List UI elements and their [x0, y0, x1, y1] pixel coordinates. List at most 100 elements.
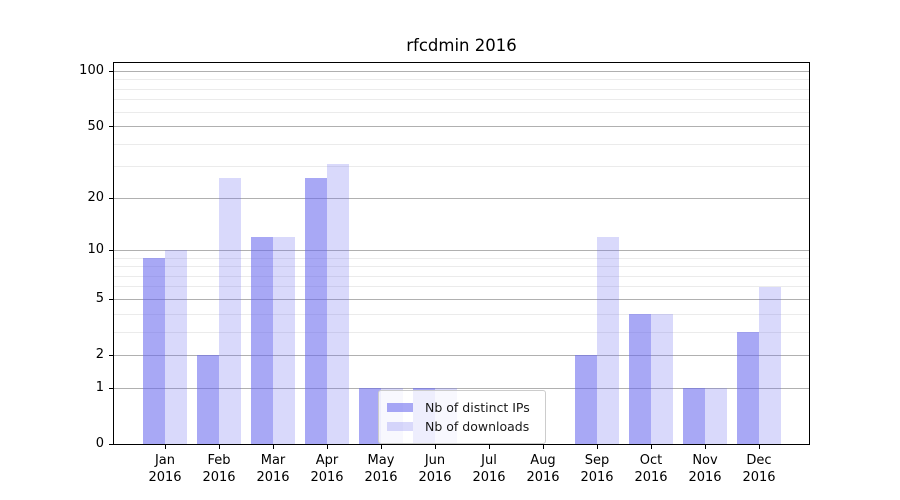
x-axis-tick-label: Dec 2016 — [719, 452, 799, 486]
grid-line-minor — [114, 166, 809, 168]
bar-downloads — [219, 177, 241, 444]
x-axis-tick — [758, 445, 760, 449]
grid-line-major — [114, 70, 809, 72]
grid-line-major — [114, 249, 809, 251]
bar-downloads — [165, 250, 187, 444]
y-axis-tick-label: 2 — [95, 347, 104, 363]
chart-title: rfcdmin 2016 — [406, 36, 517, 55]
grid-line-minor — [114, 111, 809, 113]
bar-downloads — [597, 236, 619, 444]
x-tick-year: 2016 — [148, 470, 182, 485]
x-axis-tick — [272, 445, 274, 449]
bar-downloads — [327, 164, 349, 444]
bar-distinct-ips — [575, 355, 597, 444]
legend-swatch-downloads — [387, 422, 413, 431]
x-tick-month: Jan — [154, 453, 176, 468]
grid-line-minor — [114, 88, 809, 90]
grid-line-minor — [114, 99, 809, 101]
bar-downloads — [705, 388, 727, 444]
x-tick-year: 2016 — [418, 470, 452, 485]
x-axis-tick-label: Sep 2016 — [557, 452, 637, 486]
x-tick-year: 2016 — [526, 470, 560, 485]
legend-label-distinct-ips: Nb of distinct IPs — [425, 400, 530, 415]
x-axis-tick-label: Mar 2016 — [233, 452, 313, 486]
y-axis-tick-label: 20 — [87, 190, 104, 206]
grid-line-major — [114, 197, 809, 199]
x-axis-tick — [596, 445, 598, 449]
y-axis-tick-label: 1 — [95, 380, 104, 396]
x-axis-tick-label: Aug 2016 — [503, 452, 583, 486]
x-axis-tick-label: Oct 2016 — [611, 452, 691, 486]
x-tick-year: 2016 — [202, 470, 236, 485]
grid-line-minor — [114, 266, 809, 268]
y-axis-tick-label: 5 — [95, 291, 104, 307]
y-axis-tick — [109, 387, 113, 389]
x-axis-tick — [542, 445, 544, 449]
y-axis-tick — [109, 197, 113, 199]
x-axis-tick — [434, 445, 436, 449]
y-axis-tick — [109, 249, 113, 251]
x-tick-year: 2016 — [688, 470, 722, 485]
legend: Nb of distinct IPs Nb of downloads — [378, 390, 546, 444]
x-tick-year: 2016 — [742, 470, 776, 485]
x-axis-tick — [650, 445, 652, 449]
x-axis-tick-label: Nov 2016 — [665, 452, 745, 486]
legend-item-downloads: Nb of downloads — [387, 418, 536, 435]
x-axis-tick — [704, 445, 706, 449]
x-tick-month: Feb — [207, 453, 231, 468]
x-tick-year: 2016 — [634, 470, 668, 485]
x-axis-tick-label: Feb 2016 — [179, 452, 259, 486]
x-tick-month: Sep — [584, 453, 610, 468]
x-axis-tick — [218, 445, 220, 449]
grid-line-minor — [114, 257, 809, 259]
x-axis-tick — [380, 445, 382, 449]
bar-distinct-ips — [683, 388, 705, 444]
x-tick-month: Nov — [692, 453, 718, 468]
x-tick-year: 2016 — [580, 470, 614, 485]
x-tick-month: Oct — [639, 453, 663, 468]
x-axis-tick — [488, 445, 490, 449]
grid-line-minor — [114, 275, 809, 277]
bar-distinct-ips — [197, 355, 219, 444]
bar-downloads — [273, 236, 295, 444]
bar-distinct-ips — [251, 236, 273, 444]
grid-line-minor — [114, 313, 809, 315]
y-axis-tick-label: 50 — [87, 118, 104, 134]
x-tick-month: Aug — [530, 453, 556, 468]
y-axis-tick-label: 0 — [95, 436, 104, 451]
x-axis-tick — [164, 445, 166, 449]
grid-line-minor — [114, 79, 809, 81]
grid-line-minor — [114, 143, 809, 145]
bar-distinct-ips — [359, 388, 381, 444]
x-tick-month: Dec — [746, 453, 772, 468]
x-tick-year: 2016 — [364, 470, 398, 485]
x-tick-month: Jul — [481, 453, 497, 468]
bar-distinct-ips — [737, 332, 759, 444]
y-axis-tick-label: 10 — [87, 242, 104, 258]
y-axis-tick-label: 100 — [79, 63, 104, 79]
plot-area: Nb of distinct IPs Nb of downloads 0 1 2 5 1… — [79, 62, 810, 485]
grid-line-minor — [114, 331, 809, 333]
x-axis-tick-label: Jun 2016 — [395, 452, 475, 486]
x-tick-year: 2016 — [310, 470, 344, 485]
legend-item-distinct-ips: Nb of distinct IPs — [387, 399, 536, 416]
x-tick-year: 2016 — [472, 470, 506, 485]
legend-label-downloads: Nb of downloads — [425, 419, 530, 434]
x-tick-month: May — [367, 453, 395, 468]
bar-distinct-ips — [629, 314, 651, 444]
legend-swatch-distinct-ips — [387, 403, 413, 412]
x-tick-month: Mar — [260, 453, 286, 468]
y-axis-tick — [109, 70, 113, 72]
x-axis-tick — [326, 445, 328, 449]
x-axis-tick-label: Apr 2016 — [287, 452, 367, 486]
y-axis-tick — [109, 126, 113, 128]
x-tick-year: 2016 — [256, 470, 290, 485]
grid-line-minor — [114, 286, 809, 288]
bar-downloads — [759, 286, 781, 444]
x-axis-tick-label: Jul 2016 — [449, 452, 529, 486]
grid-line-major — [114, 354, 809, 356]
bar-distinct-ips — [143, 258, 165, 444]
grid-line-major — [114, 387, 809, 389]
grid-line-major — [114, 126, 809, 128]
